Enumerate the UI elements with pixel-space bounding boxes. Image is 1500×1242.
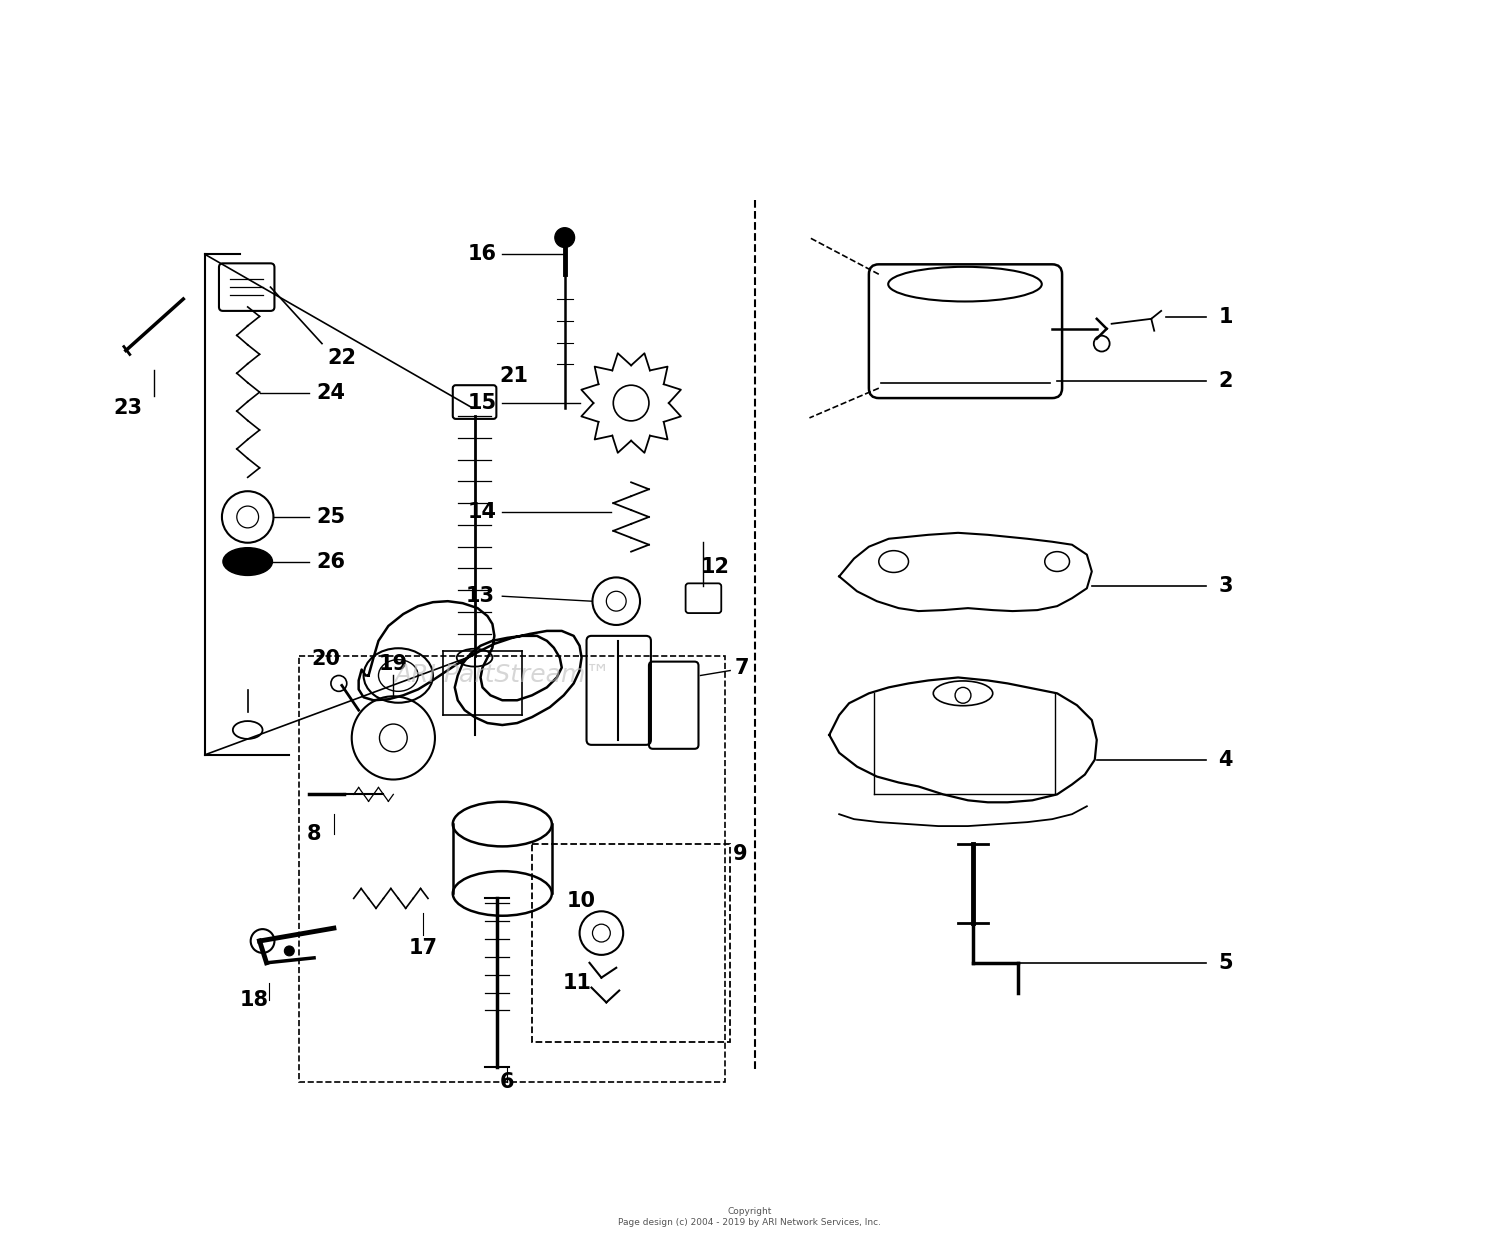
- Text: 2: 2: [1218, 371, 1233, 391]
- Text: 1: 1: [1218, 307, 1233, 327]
- Text: 20: 20: [312, 648, 340, 668]
- Text: 8: 8: [308, 823, 321, 845]
- Ellipse shape: [224, 548, 273, 575]
- Text: ARI PartStream™: ARI PartStream™: [394, 663, 610, 688]
- Bar: [298, 656, 724, 1082]
- Text: 14: 14: [468, 502, 496, 522]
- Text: 13: 13: [466, 586, 495, 606]
- Circle shape: [555, 227, 574, 247]
- Text: 16: 16: [468, 245, 496, 265]
- Text: 3: 3: [1218, 576, 1233, 596]
- Text: 9: 9: [734, 843, 747, 864]
- Text: 7: 7: [735, 657, 750, 678]
- Bar: [532, 843, 730, 1042]
- Text: 26: 26: [316, 551, 345, 571]
- Circle shape: [285, 946, 294, 956]
- Text: 18: 18: [240, 990, 268, 1011]
- Text: 10: 10: [567, 892, 596, 912]
- Text: 23: 23: [114, 397, 142, 419]
- Text: 5: 5: [1218, 953, 1233, 972]
- Text: 15: 15: [468, 392, 496, 414]
- Text: 22: 22: [327, 349, 357, 369]
- Text: 6: 6: [500, 1072, 514, 1092]
- Text: 4: 4: [1218, 750, 1233, 770]
- Text: 24: 24: [316, 383, 345, 404]
- Text: Copyright
Page design (c) 2004 - 2019 by ARI Network Services, Inc.: Copyright Page design (c) 2004 - 2019 by…: [618, 1207, 882, 1227]
- Circle shape: [332, 676, 346, 692]
- Text: 17: 17: [408, 938, 438, 958]
- Text: 21: 21: [500, 366, 528, 386]
- Text: 11: 11: [562, 972, 592, 992]
- Text: 12: 12: [700, 556, 730, 576]
- Text: 25: 25: [316, 507, 345, 527]
- Text: 19: 19: [380, 653, 408, 673]
